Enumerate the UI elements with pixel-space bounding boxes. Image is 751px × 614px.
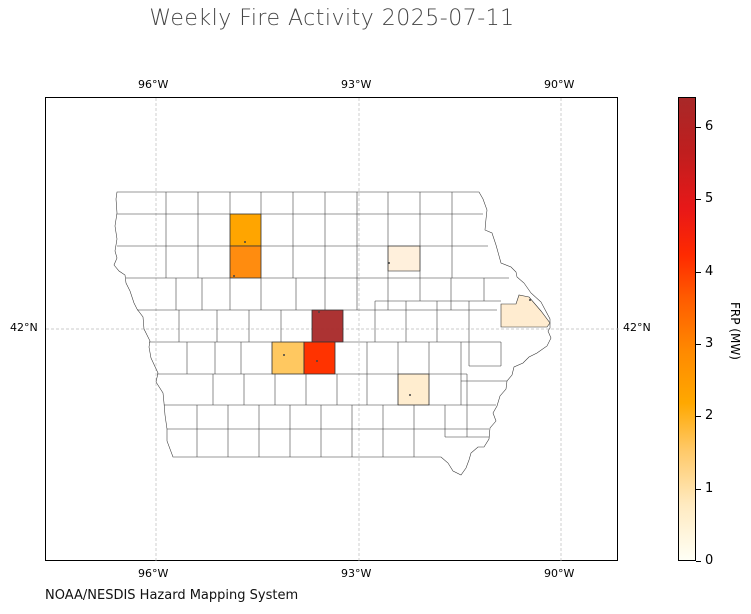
map-panel[interactable] [45,97,619,562]
colorbar-label-2: 2 [705,408,714,423]
colorbar-tick-0 [696,561,701,562]
colorbar-label-6: 6 [705,119,714,134]
top-lon-tick-90w: 90°W [544,78,575,91]
fire-point [244,241,246,243]
colorbar-tick-4 [696,272,701,273]
top-lon-tick-93w: 93°W [341,78,372,91]
map-title: Weekly Fire Activity 2025-07-11 [149,6,515,31]
colorbar-label-0: 0 [705,553,714,568]
colorbar-title: FRP (MW) [728,302,742,360]
colorbar-tick-3 [696,344,701,345]
colorbar [678,97,696,561]
county-fire-8 [397,373,430,406]
top-lon-tick-96w: 96°W [138,78,169,91]
fire-point [233,275,235,277]
colorbar-tick-2 [696,416,701,417]
county-fire-7 [303,341,336,375]
bottom-lon-tick-93w: 93°W [341,567,372,580]
colorbar-tick-1 [696,489,701,490]
fire-point [318,311,320,313]
colorbar-tick-5 [696,199,701,200]
fire-point [409,394,411,396]
left-lat-tick-42n: 42°N [10,321,38,334]
colorbar-tick-6 [696,127,701,128]
iowa-outline [113,191,552,476]
colorbar-label-1: 1 [705,481,714,496]
fire-point [388,262,390,264]
colorbar-label-5: 5 [705,191,714,206]
county-fire-1 [229,213,262,247]
colorbar-label-4: 4 [705,264,714,279]
bottom-lon-tick-96w: 96°W [138,567,169,580]
iowa-county-map [46,98,619,562]
fire-point [529,299,531,301]
county-fire-3 [387,245,421,272]
county-fire-5 [311,309,344,343]
fire-point [283,354,285,356]
county-fire-4 [500,294,551,328]
colorbar-label-3: 3 [705,336,714,351]
data-credit: NOAA/NESDIS Hazard Mapping System [45,588,299,603]
county-fire-6 [271,341,305,375]
county-boundaries [113,191,552,476]
county-fire-2 [229,245,262,279]
fire-points [233,241,531,396]
fire-counties [229,213,551,406]
fire-point [316,360,318,362]
right-lat-tick-42n: 42°N [623,321,651,334]
bottom-lon-tick-90w: 90°W [544,567,575,580]
